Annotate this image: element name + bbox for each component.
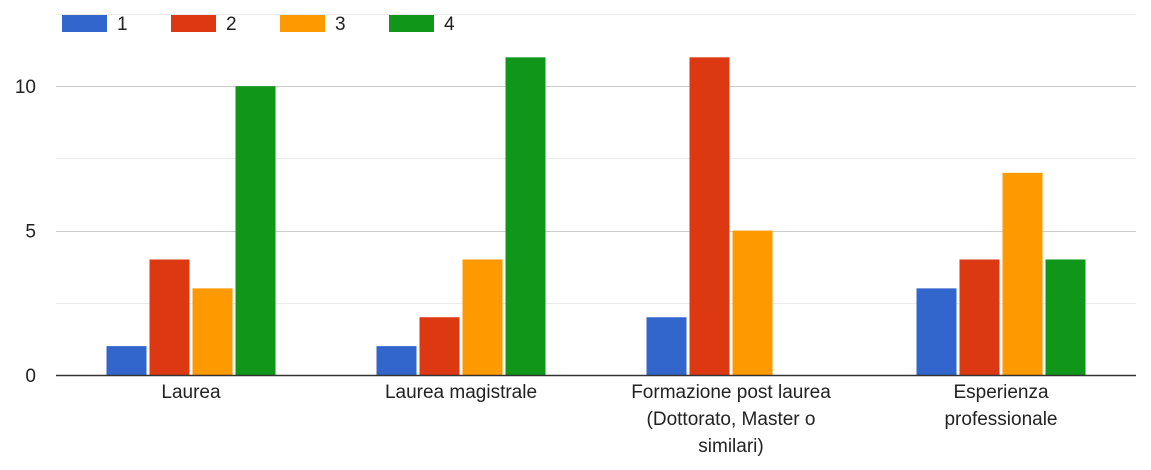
legend-label-2: 2 xyxy=(226,14,237,35)
bar-series-3-2 xyxy=(732,230,773,375)
bar-series-1-1 xyxy=(376,346,417,375)
bar-series-4-0 xyxy=(235,86,276,375)
legend-swatch-4 xyxy=(389,15,434,32)
legend: 1 2 3 4 xyxy=(62,14,455,35)
y-tick-label: 5 xyxy=(25,222,36,243)
legend-label-3: 3 xyxy=(335,14,346,35)
bar-series-2-1 xyxy=(419,317,460,375)
bars-layer xyxy=(106,57,1086,375)
axis-layer: 0 5 10 Laurea Laurea magistrale Formazione po… xyxy=(15,77,1136,457)
bar-series-1-2 xyxy=(646,317,687,375)
bar-series-3-3 xyxy=(1002,172,1043,375)
x-tick-label: (Dottorato, Master o xyxy=(647,409,816,430)
bar-series-3-1 xyxy=(462,259,503,375)
bar-series-2-3 xyxy=(959,259,1000,375)
x-tick-label: Laurea magistrale xyxy=(385,382,537,403)
x-tick-label: professionale xyxy=(944,409,1057,430)
legend-label-1: 1 xyxy=(117,14,128,35)
y-tick-label: 10 xyxy=(15,77,36,98)
bar-series-4-3 xyxy=(1045,259,1086,375)
bar-series-2-0 xyxy=(149,259,190,375)
bar-series-3-0 xyxy=(192,288,233,375)
x-tick-label: Laurea xyxy=(161,382,221,403)
x-tick-label: Formazione post laurea xyxy=(631,382,831,403)
x-tick-label: Esperienza xyxy=(953,382,1048,403)
bar-series-4-1 xyxy=(505,57,546,375)
bar-series-1-3 xyxy=(916,288,957,375)
x-tick-label: similari) xyxy=(698,436,763,457)
bar-series-2-2 xyxy=(689,57,730,375)
y-tick-label: 0 xyxy=(25,366,36,387)
legend-swatch-1 xyxy=(62,15,107,32)
legend-swatch-3 xyxy=(280,15,325,32)
bar-series-1-0 xyxy=(106,346,147,375)
legend-label-4: 4 xyxy=(444,14,455,35)
legend-swatch-2 xyxy=(171,15,216,32)
